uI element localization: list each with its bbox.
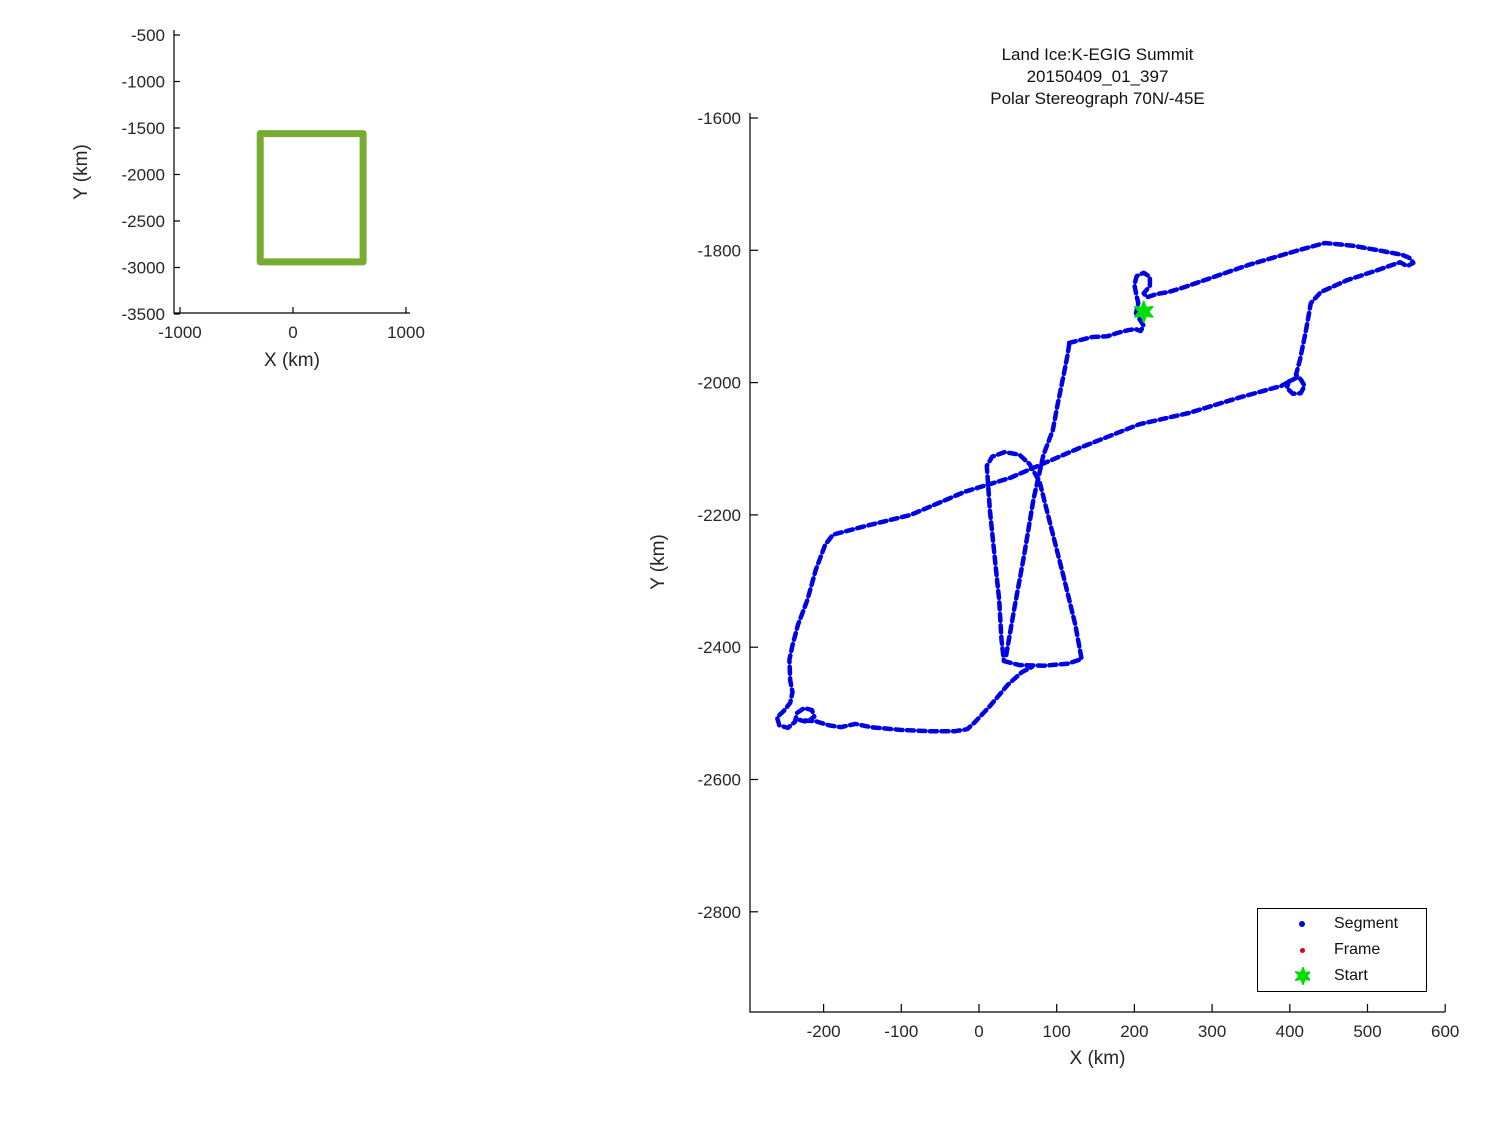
main-x-tick-label: -200 — [807, 1022, 841, 1041]
overview-x-tick-label: -1000 — [158, 323, 201, 342]
legend-label-start: Start — [1334, 967, 1368, 984]
main-yaxis-label: Y (km) — [648, 534, 669, 590]
legend-row-frame: Frame — [1258, 937, 1426, 963]
main-x-tick-label: 200 — [1120, 1022, 1148, 1041]
main-x-tick-label: 400 — [1276, 1022, 1304, 1041]
overview-axes-spines — [173, 30, 410, 314]
legend-row-start: Start — [1258, 963, 1426, 989]
overview-x-tick-label: 0 — [288, 323, 297, 342]
main-y-tick-label: -2400 — [698, 638, 741, 657]
overview-xaxis-label: X (km) — [264, 350, 320, 371]
start-marker-glyph — [1294, 967, 1310, 985]
racetrack-loop — [984, 449, 1084, 668]
title-line-3: Polar Stereograph 70N/-45E — [990, 89, 1205, 108]
main-y-tick-label: -2200 — [698, 506, 741, 525]
plot-title: Land Ice:K-EGIG Summit 20150409_01_397 P… — [750, 44, 1445, 110]
main-axes-spines — [749, 113, 1445, 1013]
main-y-tick-label: -2800 — [698, 903, 741, 922]
main-y-tick-label: -2000 — [698, 374, 741, 393]
overview-y-tick-label: -1500 — [122, 119, 165, 138]
segment-dot-icon — [1294, 916, 1310, 932]
main-x-tick-label: 100 — [1043, 1022, 1071, 1041]
main-y-tick-label: -1600 — [698, 109, 741, 128]
legend-row-segment: Segment — [1258, 911, 1426, 937]
overview-yaxis-label: Y (km) — [71, 144, 92, 200]
segment-path — [774, 240, 1416, 734]
title-line-2: 20150409_01_397 — [1026, 67, 1169, 86]
main-xaxis-label: X (km) — [1069, 1048, 1126, 1069]
legend-label-frame: Frame — [1334, 941, 1381, 958]
overview-y-tick-label: -1000 — [122, 73, 165, 92]
frame-marker-glyph — [1299, 947, 1305, 953]
main-y-tick-label: -2600 — [698, 771, 741, 790]
segment-marker-glyph — [1299, 921, 1305, 927]
start-star-icon — [1294, 967, 1310, 985]
main-x-tick-label: 600 — [1431, 1022, 1459, 1041]
legend: Segment Frame Start — [1257, 908, 1427, 992]
overview-y-tick-label: -3500 — [122, 305, 165, 324]
overview-x-tick-label: 1000 — [387, 323, 425, 342]
transit-line — [1003, 342, 1072, 658]
legend-label-segment: Segment — [1334, 915, 1399, 932]
title-line-1: Land Ice:K-EGIG Summit — [1001, 45, 1194, 64]
start-marker — [1134, 300, 1154, 323]
main-x-tick-label: 300 — [1198, 1022, 1226, 1041]
main-x-tick-label: -100 — [884, 1022, 918, 1041]
overview-y-tick-label: -500 — [131, 26, 165, 45]
main-x-tick-label: 0 — [974, 1022, 983, 1041]
main-x-tick-label: 500 — [1353, 1022, 1381, 1041]
frame-dot-icon — [1294, 942, 1310, 958]
overview-y-tick-label: -3000 — [122, 259, 165, 278]
coverage-box — [256, 130, 367, 266]
main-y-tick-label: -1800 — [698, 241, 741, 260]
start-star-shape — [1294, 967, 1310, 985]
overview-y-tick-label: -2000 — [122, 166, 165, 185]
overview-y-tick-label: -2500 — [122, 212, 165, 231]
